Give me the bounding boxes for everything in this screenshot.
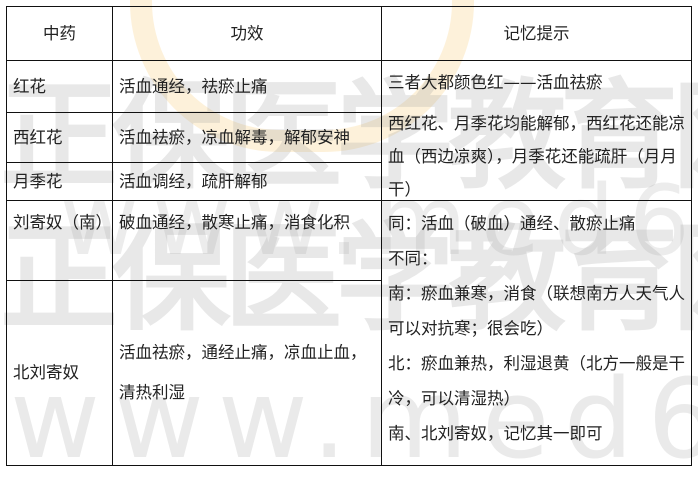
herb-cell: 月季花 — [6, 162, 113, 201]
herb-cell: 刘寄奴（南） — [6, 200, 113, 281]
effect-cell: 破血通经，散寒止痛，消食化积 — [112, 200, 382, 281]
memory-line: 南：瘀血兼寒，消食（联想南方人天气人可以对抗寒；很会吃） — [388, 284, 685, 338]
memory-line: 西红花、月季花均能解郁，西红花还能凉血（西边凉爽），月季花还能疏肝（月月干） — [388, 114, 685, 199]
memory-line: 北：瘀血兼热，利湿退黄（北方一般是干冷，可以清湿热） — [388, 354, 685, 408]
header-memory: 记忆提示 — [381, 6, 692, 61]
effect-cell: 活血通经，祛瘀止痛 — [112, 60, 382, 113]
memory-line: 不同： — [388, 249, 438, 268]
memory-line: 同：活血（破血）通经、散瘀止痛 — [388, 214, 636, 233]
herb-cell: 西红花 — [6, 112, 113, 163]
herb-cell: 红花 — [6, 60, 113, 113]
effect-cell: 活血调经，疏肝解郁 — [112, 162, 382, 201]
effect-cell: 活血祛瘀，通经止痛，凉血止血，清热利湿 — [112, 280, 382, 466]
effect-cell: 活血祛瘀，凉血解毒，解郁安神 — [112, 112, 382, 163]
memory-cell: 三者大都颜色红——活血祛瘀 西红花、月季花均能解郁，西红花还能凉血（西边凉爽），… — [381, 60, 692, 201]
header-herb: 中药 — [6, 6, 113, 61]
memory-line: 南、北刘寄奴，记忆其一即可 — [388, 424, 603, 443]
header-effect: 功效 — [112, 6, 382, 61]
memory-line: 三者大都颜色红——活血祛瘀 — [388, 73, 603, 92]
memory-cell: 同：活血（破血）通经、散瘀止痛 不同： 南：瘀血兼寒，消食（联想南方人天气人可以… — [381, 200, 692, 466]
herb-cell: 北刘寄奴 — [6, 280, 113, 466]
